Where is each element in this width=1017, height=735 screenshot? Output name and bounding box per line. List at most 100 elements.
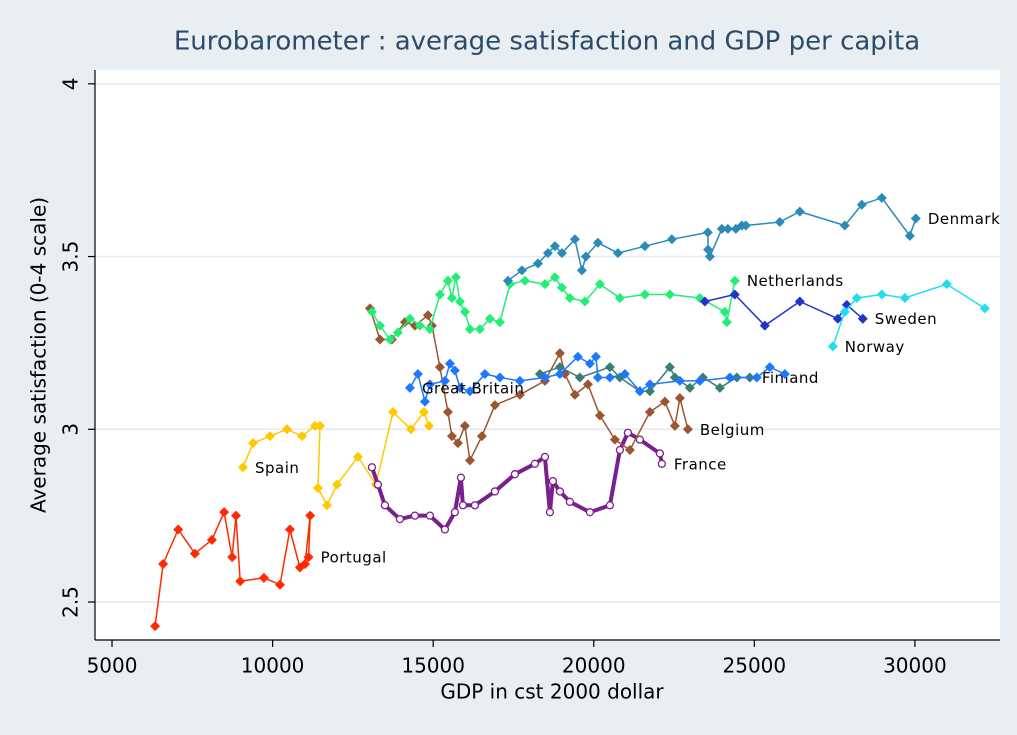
point xyxy=(539,372,550,383)
point xyxy=(832,313,843,324)
point xyxy=(639,289,650,300)
point xyxy=(532,258,543,269)
point xyxy=(384,334,395,345)
point xyxy=(410,511,420,520)
point xyxy=(452,438,463,449)
series-label: Netherlands xyxy=(747,272,844,290)
point xyxy=(305,510,316,521)
series-label: Norway xyxy=(845,338,905,356)
point xyxy=(542,248,553,259)
point xyxy=(655,449,665,458)
series-label: France xyxy=(674,455,727,473)
point xyxy=(554,362,565,373)
point xyxy=(724,372,735,383)
point xyxy=(434,362,445,373)
point xyxy=(605,501,615,510)
point xyxy=(321,500,332,511)
point xyxy=(235,576,246,587)
point xyxy=(609,434,620,445)
point xyxy=(703,244,714,255)
point xyxy=(644,386,655,397)
point xyxy=(247,438,258,449)
point xyxy=(592,237,603,248)
y-tick-label: 3.5 xyxy=(59,241,83,273)
point xyxy=(664,362,675,373)
x-tick-label: 5000 xyxy=(87,654,138,678)
point xyxy=(312,483,323,493)
point xyxy=(722,223,733,234)
series-label: Sweden xyxy=(875,310,937,328)
point xyxy=(759,320,770,331)
point xyxy=(405,424,416,435)
point xyxy=(264,431,275,442)
point xyxy=(569,234,580,245)
point xyxy=(230,510,241,521)
point xyxy=(514,375,525,386)
point xyxy=(444,358,455,369)
point xyxy=(614,293,625,303)
point xyxy=(150,621,161,632)
point xyxy=(699,296,710,307)
point xyxy=(352,451,363,462)
series-label: Spain xyxy=(255,459,299,477)
point xyxy=(296,431,307,442)
point xyxy=(612,248,623,259)
point xyxy=(580,251,591,262)
point xyxy=(624,445,635,455)
point xyxy=(851,293,862,303)
point xyxy=(721,317,732,328)
point xyxy=(456,473,466,482)
point xyxy=(395,514,405,524)
point xyxy=(719,306,730,317)
point xyxy=(440,525,450,534)
point xyxy=(639,241,650,252)
point xyxy=(494,372,505,383)
point xyxy=(423,420,434,431)
series-label: Belgium xyxy=(700,421,765,439)
point xyxy=(714,382,725,393)
point xyxy=(857,313,868,324)
point xyxy=(373,480,383,489)
point xyxy=(794,296,805,307)
x-tick-label: 30000 xyxy=(883,654,947,678)
series: Belgium xyxy=(364,303,765,466)
series-label: Portugal xyxy=(321,549,387,567)
point xyxy=(490,487,500,496)
point xyxy=(659,396,670,407)
point xyxy=(576,265,587,276)
point xyxy=(779,369,790,379)
point xyxy=(459,306,470,317)
x-tick-label: 25000 xyxy=(723,654,787,678)
point xyxy=(839,306,850,317)
point xyxy=(555,487,565,496)
y-axis-title: Average satisfaction (0-4 scale) xyxy=(27,197,51,513)
point xyxy=(556,248,567,259)
point xyxy=(380,501,390,510)
point xyxy=(442,407,453,417)
series: Finland xyxy=(534,362,818,397)
point xyxy=(281,424,292,435)
series-line xyxy=(242,411,430,507)
point xyxy=(545,508,555,517)
point xyxy=(470,501,480,510)
point xyxy=(585,508,595,517)
point xyxy=(539,279,550,290)
point xyxy=(634,386,645,397)
point xyxy=(446,431,457,442)
point xyxy=(669,420,680,431)
point xyxy=(979,303,990,314)
point xyxy=(331,479,342,490)
point xyxy=(442,275,453,286)
series: Portugal xyxy=(150,507,387,632)
point xyxy=(876,289,887,300)
point xyxy=(404,382,415,393)
point xyxy=(684,382,695,393)
point xyxy=(674,393,685,404)
point xyxy=(594,410,605,421)
point xyxy=(464,386,475,397)
point xyxy=(564,293,575,303)
point xyxy=(549,241,560,252)
point xyxy=(764,362,775,373)
